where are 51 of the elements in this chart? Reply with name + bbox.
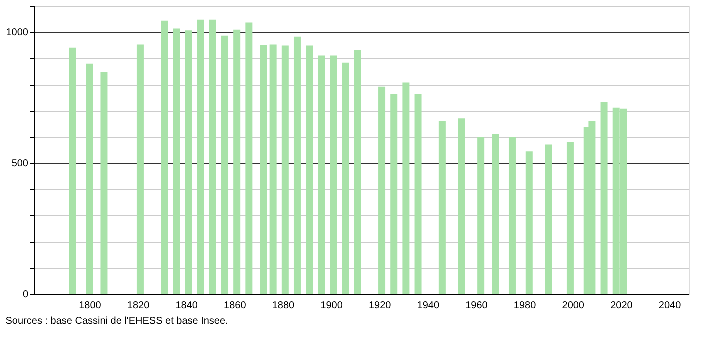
x-tick-label: 1880 [272, 300, 296, 312]
bar [306, 46, 314, 294]
y-tick-label: 500 [12, 158, 29, 170]
bar [492, 134, 500, 294]
bar [197, 20, 204, 294]
bar [161, 20, 168, 294]
bar [209, 20, 216, 294]
bar [86, 64, 94, 294]
x-tick-label: 1800 [79, 300, 102, 312]
bar [260, 46, 268, 294]
bar [354, 50, 362, 294]
source-note: Sources : base Cassini de l'EHESS et base Insee. [6, 316, 228, 327]
x-tick-label: 2020 [610, 300, 634, 312]
x-tick-label: 2000 [562, 300, 585, 312]
x-tick-label: 1900 [320, 300, 344, 312]
x-tick-label: 1960 [466, 300, 488, 312]
bar [222, 36, 229, 294]
bar [526, 152, 533, 294]
x-tick-label: 1980 [514, 300, 537, 312]
bar [234, 30, 241, 294]
y-tick-label: 1000 [6, 28, 29, 39]
bar [173, 28, 180, 294]
bar [69, 48, 76, 294]
bar [294, 36, 301, 294]
x-tick-label: 1940 [417, 300, 440, 312]
bar [136, 44, 144, 294]
bar [414, 94, 422, 294]
bar [545, 144, 552, 294]
x-tick-label: 2040 [658, 300, 682, 312]
bar [185, 30, 192, 294]
bar [600, 102, 608, 294]
x-tick-label: 1920 [368, 300, 392, 312]
y-tick-label: 0 [22, 290, 29, 300]
bar [566, 142, 574, 294]
bar [246, 22, 253, 294]
bar [390, 94, 398, 294]
bar [438, 120, 446, 294]
bar [318, 56, 326, 294]
x-tick-label: 1840 [176, 300, 198, 312]
bar [478, 137, 485, 294]
x-tick-label: 1860 [224, 300, 247, 312]
bar [508, 137, 516, 294]
bar [402, 82, 410, 294]
bar [458, 118, 466, 294]
bar [282, 46, 289, 294]
bar [378, 86, 386, 294]
bar [330, 56, 338, 294]
bar [100, 72, 108, 294]
bar [270, 44, 277, 294]
x-tick-label: 1820 [127, 300, 150, 312]
bar [342, 62, 350, 294]
